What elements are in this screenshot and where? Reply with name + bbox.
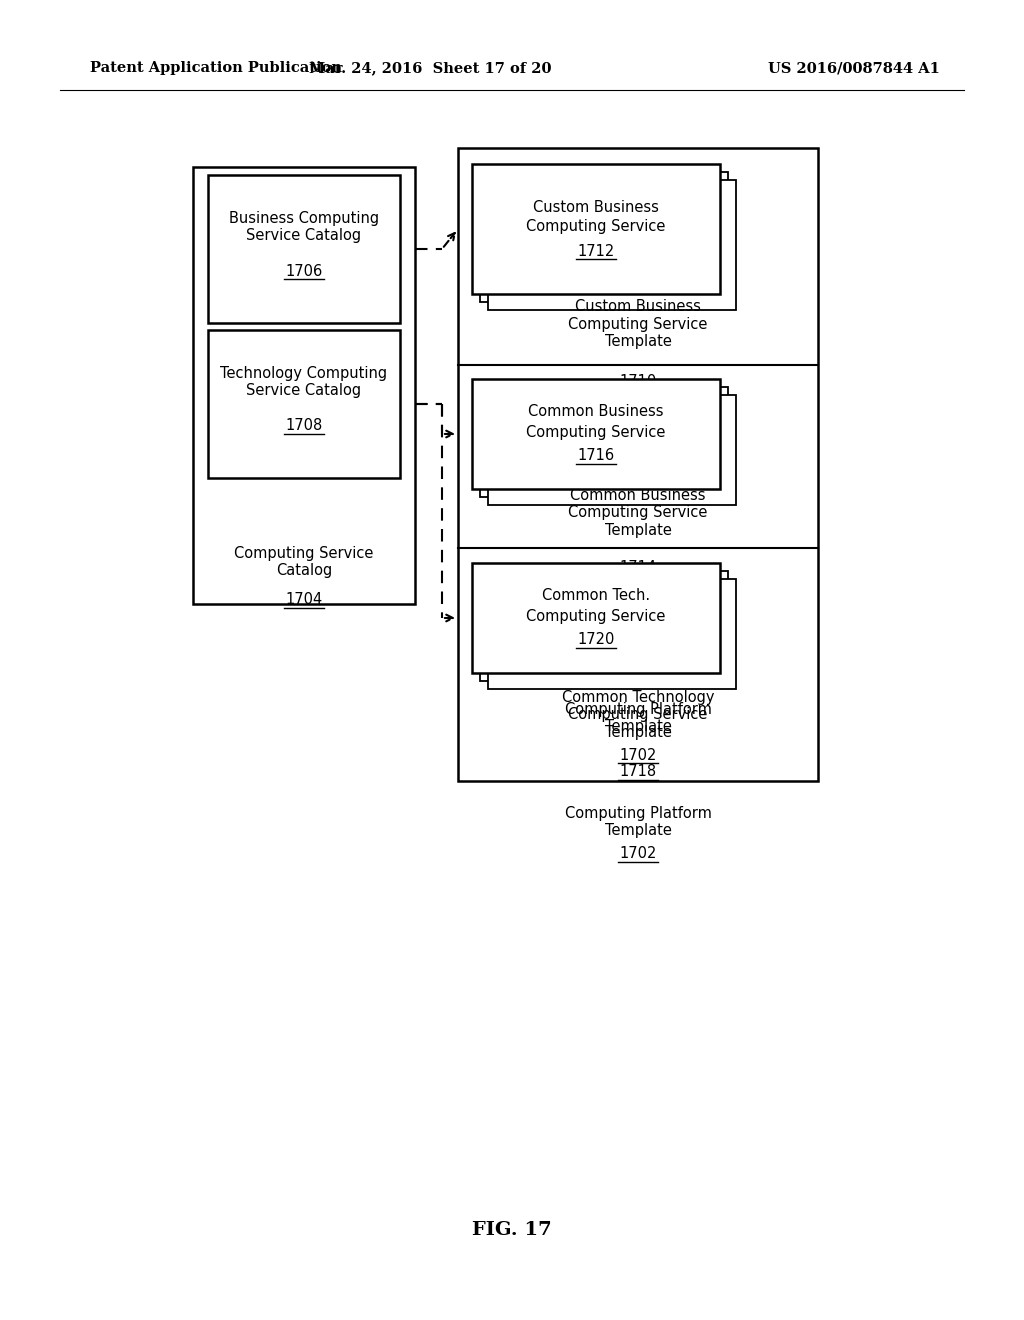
Bar: [458, 148, 818, 781]
Text: Computing Service: Computing Service: [526, 609, 666, 623]
Bar: [208, 330, 400, 478]
Text: 1702: 1702: [620, 846, 656, 862]
Text: Common Technology
Computing Service
Template: Common Technology Computing Service Temp…: [562, 690, 715, 741]
Text: 1714: 1714: [620, 561, 656, 576]
Text: Common Business: Common Business: [528, 404, 664, 420]
Text: 1720: 1720: [578, 632, 614, 648]
Text: Custom Business
Computing Service
Template: Custom Business Computing Service Templa…: [568, 300, 708, 348]
Text: Business Computing
Service Catalog: Business Computing Service Catalog: [229, 211, 379, 243]
Bar: [488, 395, 736, 506]
Bar: [480, 172, 728, 302]
Text: Computing Service
Catalog: Computing Service Catalog: [234, 545, 374, 578]
Text: Computing Platform
Template: Computing Platform Template: [564, 702, 712, 734]
Text: 1704: 1704: [286, 593, 323, 607]
Bar: [472, 564, 720, 673]
Text: Common Tech.: Common Tech.: [542, 589, 650, 603]
Bar: [193, 168, 415, 605]
Text: 1716: 1716: [578, 449, 614, 463]
Text: 1718: 1718: [620, 764, 656, 780]
Text: FIG. 17: FIG. 17: [472, 1221, 552, 1239]
Bar: [488, 579, 736, 689]
Text: Mar. 24, 2016  Sheet 17 of 20: Mar. 24, 2016 Sheet 17 of 20: [309, 61, 551, 75]
Text: Custom Business: Custom Business: [534, 199, 658, 214]
Text: 1710: 1710: [620, 375, 656, 389]
Text: 1708: 1708: [286, 418, 323, 433]
Text: US 2016/0087844 A1: US 2016/0087844 A1: [768, 61, 940, 75]
Bar: [208, 176, 400, 323]
Text: Computing Service: Computing Service: [526, 219, 666, 235]
Text: Common Business
Computing Service
Template: Common Business Computing Service Templa…: [568, 488, 708, 539]
Text: Patent Application Publication: Patent Application Publication: [90, 61, 342, 75]
Text: Computing Service: Computing Service: [526, 425, 666, 440]
Text: Computing Platform
Template: Computing Platform Template: [564, 807, 712, 838]
Bar: [472, 164, 720, 294]
Text: Technology Computing
Service Catalog: Technology Computing Service Catalog: [220, 366, 387, 399]
Text: 1712: 1712: [578, 243, 614, 259]
Text: 1706: 1706: [286, 264, 323, 279]
Bar: [480, 572, 728, 681]
Bar: [480, 387, 728, 498]
Bar: [472, 379, 720, 488]
Bar: [488, 180, 736, 310]
Text: 1702: 1702: [620, 747, 656, 763]
